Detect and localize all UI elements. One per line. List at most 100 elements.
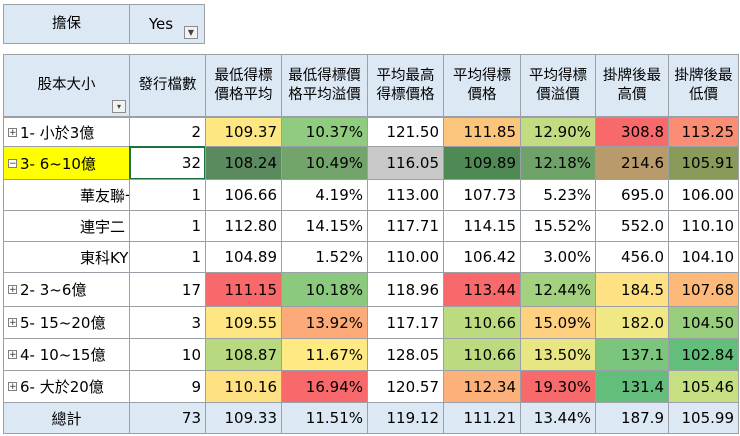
group-row-label[interactable]: +4- 10~15億 [3, 338, 130, 371]
data-cell[interactable]: 117.71 [367, 210, 444, 242]
data-cell[interactable]: 109.33 [205, 402, 282, 434]
data-cell[interactable]: 110.10 [668, 210, 739, 242]
data-cell[interactable]: 10.37% [281, 117, 368, 147]
group-row-label[interactable]: −3- 6~10億 [3, 146, 130, 180]
expand-plus-icon[interactable]: + [8, 382, 17, 392]
data-cell[interactable]: 109.37 [205, 117, 282, 147]
group-row-label[interactable]: +2- 3~6億 [3, 272, 130, 307]
data-cell[interactable]: 110.00 [367, 241, 444, 273]
column-header[interactable]: 最低得標價格平均 [205, 54, 282, 117]
collapse-minus-icon[interactable]: − [8, 158, 17, 169]
data-cell[interactable]: 11.67% [281, 338, 368, 371]
data-cell[interactable]: 118.96 [367, 272, 444, 307]
data-cell[interactable]: 112.34 [443, 370, 521, 403]
row-label-header[interactable]: 股本大小 ▾ [3, 54, 130, 117]
data-cell[interactable]: 2 [129, 117, 206, 147]
data-cell[interactable]: 1.52% [281, 241, 368, 273]
data-cell[interactable]: 121.50 [367, 117, 444, 147]
data-cell[interactable]: 131.4 [595, 370, 669, 403]
group-row-label[interactable]: +6- 大於20億 [3, 370, 130, 403]
data-cell[interactable]: 137.1 [595, 338, 669, 371]
data-cell[interactable]: 456.0 [595, 241, 669, 273]
data-cell[interactable]: 10.49% [281, 146, 368, 180]
data-cell[interactable]: 15.09% [520, 306, 596, 339]
data-cell[interactable]: 214.6 [595, 146, 669, 180]
data-cell[interactable]: 105.91 [668, 146, 739, 180]
data-cell[interactable]: 5.23% [520, 179, 596, 211]
data-cell[interactable]: 10.18% [281, 272, 368, 307]
child-row-label[interactable]: 連宇二 [3, 210, 130, 242]
data-cell[interactable]: 1 [129, 210, 206, 242]
child-row-label[interactable]: 華友聯一 [3, 179, 130, 211]
data-cell[interactable]: 184.5 [595, 272, 669, 307]
data-cell[interactable]: 109.55 [205, 306, 282, 339]
column-header[interactable]: 最低得標價格平均溢價 [281, 54, 368, 117]
data-cell[interactable]: 114.15 [443, 210, 521, 242]
data-cell[interactable]: 1 [129, 241, 206, 273]
data-cell[interactable]: 13.44% [520, 402, 596, 434]
data-cell[interactable]: 117.17 [367, 306, 444, 339]
data-cell[interactable]: 102.84 [668, 338, 739, 371]
filter-field-value[interactable]: Yes ▼ [129, 4, 205, 44]
column-header[interactable]: 平均得標價溢價 [520, 54, 596, 117]
data-cell[interactable]: 9 [129, 370, 206, 403]
data-cell[interactable]: 106.42 [443, 241, 521, 273]
data-cell[interactable]: 109.89 [443, 146, 521, 180]
data-cell[interactable]: 12.18% [520, 146, 596, 180]
data-cell[interactable]: 104.89 [205, 241, 282, 273]
column-header[interactable]: 掛牌後最低價 [668, 54, 739, 117]
data-cell[interactable]: 113.44 [443, 272, 521, 307]
data-cell[interactable]: 107.73 [443, 179, 521, 211]
column-header[interactable]: 平均最高得標價格 [367, 54, 444, 117]
data-cell[interactable]: 111.85 [443, 117, 521, 147]
data-cell[interactable]: 32 [129, 146, 206, 180]
data-cell[interactable]: 695.0 [595, 179, 669, 211]
data-cell[interactable]: 182.0 [595, 306, 669, 339]
expand-plus-icon[interactable]: + [8, 127, 17, 138]
expand-plus-icon[interactable]: + [8, 350, 17, 360]
data-cell[interactable]: 116.05 [367, 146, 444, 180]
data-cell[interactable]: 111.21 [443, 402, 521, 434]
data-cell[interactable]: 110.16 [205, 370, 282, 403]
filter-funnel-icon[interactable]: ▼ [184, 26, 198, 39]
data-cell[interactable]: 12.44% [520, 272, 596, 307]
expand-plus-icon[interactable]: + [8, 285, 17, 295]
data-cell[interactable]: 111.15 [205, 272, 282, 307]
data-cell[interactable]: 16.94% [281, 370, 368, 403]
data-cell[interactable]: 15.52% [520, 210, 596, 242]
data-cell[interactable]: 13.92% [281, 306, 368, 339]
data-cell[interactable]: 105.46 [668, 370, 739, 403]
data-cell[interactable]: 128.05 [367, 338, 444, 371]
data-cell[interactable]: 106.00 [668, 179, 739, 211]
column-header[interactable]: 發行檔數 [129, 54, 206, 117]
data-cell[interactable]: 73 [129, 402, 206, 434]
data-cell[interactable]: 12.90% [520, 117, 596, 147]
data-cell[interactable]: 187.9 [595, 402, 669, 434]
expand-plus-icon[interactable]: + [8, 318, 17, 328]
data-cell[interactable]: 106.66 [205, 179, 282, 211]
data-cell[interactable]: 107.68 [668, 272, 739, 307]
data-cell[interactable]: 11.51% [281, 402, 368, 434]
data-cell[interactable]: 110.66 [443, 306, 521, 339]
group-row-label[interactable]: +5- 15~20億 [3, 306, 130, 339]
data-cell[interactable]: 13.50% [520, 338, 596, 371]
sort-dropdown-icon[interactable]: ▾ [112, 100, 126, 113]
data-cell[interactable]: 14.15% [281, 210, 368, 242]
data-cell[interactable]: 3 [129, 306, 206, 339]
data-cell[interactable]: 308.8 [595, 117, 669, 147]
data-cell[interactable]: 104.50 [668, 306, 739, 339]
data-cell[interactable]: 110.66 [443, 338, 521, 371]
data-cell[interactable]: 3.00% [520, 241, 596, 273]
data-cell[interactable]: 108.87 [205, 338, 282, 371]
data-cell[interactable]: 10 [129, 338, 206, 371]
data-cell[interactable]: 552.0 [595, 210, 669, 242]
data-cell[interactable]: 104.10 [668, 241, 739, 273]
data-cell[interactable]: 108.24 [205, 146, 282, 180]
column-header[interactable]: 掛牌後最高價 [595, 54, 669, 117]
child-row-label[interactable]: 東科KY一 [3, 241, 130, 273]
data-cell[interactable]: 19.30% [520, 370, 596, 403]
data-cell[interactable]: 113.25 [668, 117, 739, 147]
data-cell[interactable]: 112.80 [205, 210, 282, 242]
data-cell[interactable]: 105.99 [668, 402, 739, 434]
data-cell[interactable]: 17 [129, 272, 206, 307]
